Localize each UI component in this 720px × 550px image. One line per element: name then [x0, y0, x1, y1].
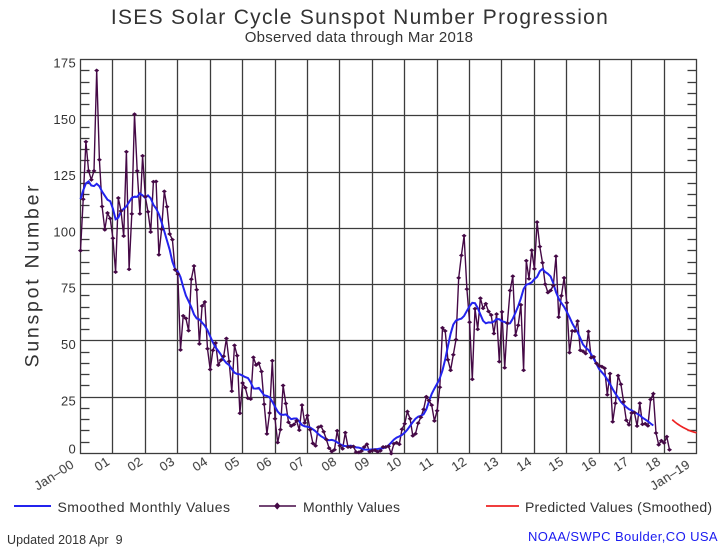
svg-text:75: 75 — [61, 281, 76, 296]
svg-text:50: 50 — [61, 337, 76, 352]
svg-text:100: 100 — [53, 225, 76, 240]
svg-text:125: 125 — [53, 168, 76, 183]
svg-text:25: 25 — [61, 393, 76, 408]
svg-text:175: 175 — [53, 56, 76, 71]
svg-text:0: 0 — [68, 442, 76, 457]
svg-text:150: 150 — [53, 112, 76, 127]
